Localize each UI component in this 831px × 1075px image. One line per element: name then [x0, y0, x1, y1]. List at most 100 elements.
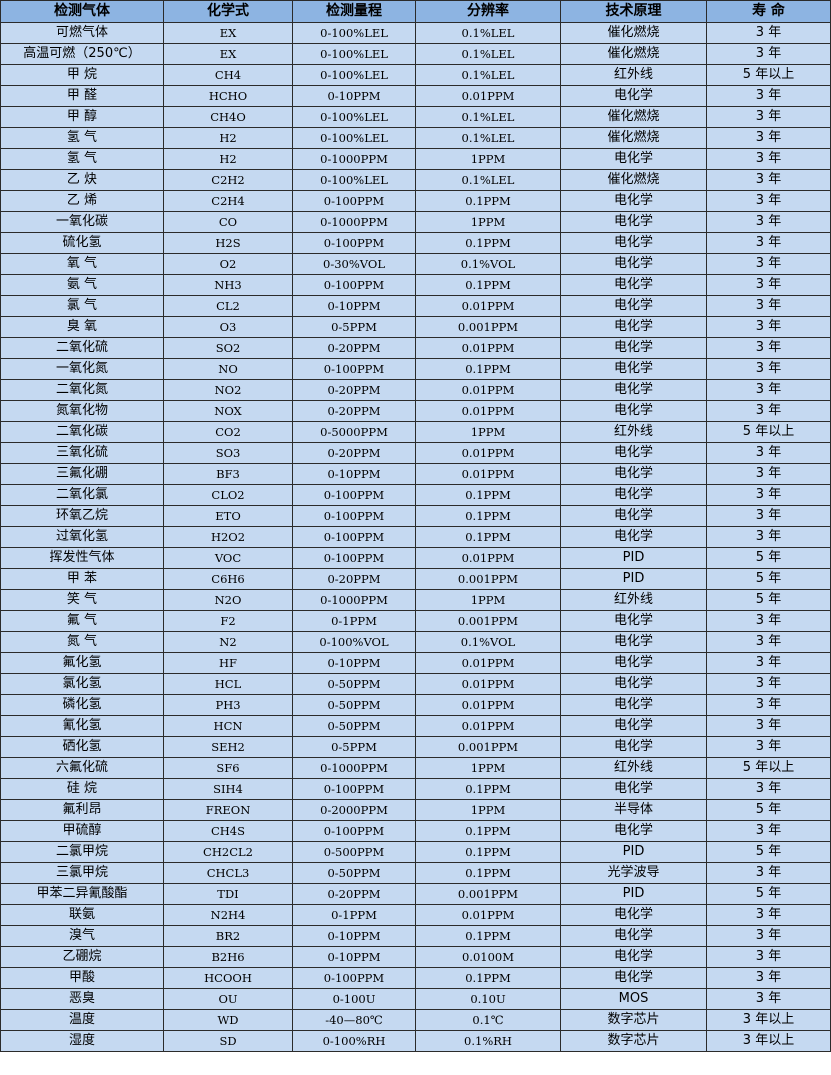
lifespan-cell: 3 年 — [706, 22, 831, 44]
technical-principle-cell: 电化学 — [560, 463, 707, 485]
gas-name-cell: 高温可燃（250℃） — [0, 43, 164, 65]
chemical-formula-cell: C6H6 — [163, 568, 293, 590]
table-row: 温度 WD -40—80℃ 0.1℃ 数字芯片 3 年以上 — [0, 1009, 831, 1031]
header-resolution: 分辨率 — [415, 0, 561, 23]
table-row: 氨 气 NH3 0-100PPM 0.1PPM 电化学 3 年 — [0, 274, 831, 296]
gas-name-cell: 氮氧化物 — [0, 400, 164, 422]
lifespan-cell: 3 年以上 — [706, 1009, 831, 1031]
detection-range-cell: 0-100U — [292, 988, 416, 1010]
resolution-cell: 0.1PPM — [415, 232, 561, 254]
lifespan-cell: 3 年 — [706, 631, 831, 653]
chemical-formula-cell: HCN — [163, 715, 293, 737]
detection-range-cell: 0-1000PPM — [292, 148, 416, 170]
lifespan-cell: 3 年 — [706, 484, 831, 506]
table-row: 氟化氢 HF 0-10PPM 0.01PPM 电化学 3 年 — [0, 652, 831, 674]
gas-name-cell: 二氧化氮 — [0, 379, 164, 401]
technical-principle-cell: 电化学 — [560, 967, 707, 989]
technical-principle-cell: 电化学 — [560, 925, 707, 947]
gas-name-cell: 硫化氢 — [0, 232, 164, 254]
gas-name-cell: 一氧化氮 — [0, 358, 164, 380]
technical-principle-cell: PID — [560, 568, 707, 590]
table-row: 氯化氢 HCL 0-50PPM 0.01PPM 电化学 3 年 — [0, 673, 831, 695]
technical-principle-cell: 电化学 — [560, 610, 707, 632]
resolution-cell: 0.01PPM — [415, 337, 561, 359]
detection-range-cell: 0-20PPM — [292, 379, 416, 401]
table-row: 氧 气 O2 0-30%VOL 0.1%VOL 电化学 3 年 — [0, 253, 831, 275]
technical-principle-cell: 电化学 — [560, 253, 707, 275]
lifespan-cell: 3 年 — [706, 106, 831, 128]
gas-name-cell: 甲苯二异氰酸酯 — [0, 883, 164, 905]
technical-principle-cell: 电化学 — [560, 295, 707, 317]
detection-range-cell: 0-50PPM — [292, 673, 416, 695]
gas-name-cell: 三氟化硼 — [0, 463, 164, 485]
detection-range-cell: 0-1PPM — [292, 904, 416, 926]
resolution-cell: 0.1%LEL — [415, 43, 561, 65]
lifespan-cell: 5 年 — [706, 883, 831, 905]
detection-range-cell: 0-5PPM — [292, 316, 416, 338]
lifespan-cell: 3 年 — [706, 400, 831, 422]
chemical-formula-cell: NO2 — [163, 379, 293, 401]
gas-name-cell: 氯化氢 — [0, 673, 164, 695]
table-row: 乙 炔 C2H2 0-100%LEL 0.1%LEL 催化燃烧 3 年 — [0, 169, 831, 191]
gas-name-cell: 二氧化硫 — [0, 337, 164, 359]
resolution-cell: 0.1%VOL — [415, 631, 561, 653]
chemical-formula-cell: WD — [163, 1009, 293, 1031]
table-row: 氯 气 CL2 0-10PPM 0.01PPM 电化学 3 年 — [0, 295, 831, 317]
resolution-cell: 0.01PPM — [415, 904, 561, 926]
table-row: 硅 烷 SIH4 0-100PPM 0.1PPM 电化学 3 年 — [0, 778, 831, 800]
resolution-cell: 0.1%RH — [415, 1030, 561, 1052]
lifespan-cell: 3 年 — [706, 526, 831, 548]
lifespan-cell: 3 年 — [706, 925, 831, 947]
detection-range-cell: 0-20PPM — [292, 883, 416, 905]
lifespan-cell: 3 年 — [706, 610, 831, 632]
resolution-cell: 0.1%LEL — [415, 106, 561, 128]
lifespan-cell: 3 年 — [706, 358, 831, 380]
technical-principle-cell: 电化学 — [560, 148, 707, 170]
table-row: 恶臭 OU 0-100U 0.10U MOS 3 年 — [0, 988, 831, 1010]
table-row: 甲硫醇 CH4S 0-100PPM 0.1PPM 电化学 3 年 — [0, 820, 831, 842]
lifespan-cell: 3 年 — [706, 337, 831, 359]
detection-range-cell: 0-100%LEL — [292, 43, 416, 65]
chemical-formula-cell: H2S — [163, 232, 293, 254]
technical-principle-cell: 电化学 — [560, 715, 707, 737]
lifespan-cell: 3 年 — [706, 946, 831, 968]
resolution-cell: 0.1PPM — [415, 190, 561, 212]
chemical-formula-cell: FREON — [163, 799, 293, 821]
detection-range-cell: 0-100%LEL — [292, 22, 416, 44]
gas-name-cell: 二氯甲烷 — [0, 841, 164, 863]
chemical-formula-cell: EX — [163, 22, 293, 44]
resolution-cell: 0.01PPM — [415, 463, 561, 485]
resolution-cell: 0.01PPM — [415, 442, 561, 464]
chemical-formula-cell: CH4O — [163, 106, 293, 128]
chemical-formula-cell: TDI — [163, 883, 293, 905]
detection-range-cell: 0-500PPM — [292, 841, 416, 863]
lifespan-cell: 5 年以上 — [706, 757, 831, 779]
detection-range-cell: 0-30%VOL — [292, 253, 416, 275]
detection-range-cell: 0-10PPM — [292, 946, 416, 968]
detection-range-cell: 0-100PPM — [292, 820, 416, 842]
lifespan-cell: 3 年 — [706, 211, 831, 233]
technical-principle-cell: 催化燃烧 — [560, 106, 707, 128]
lifespan-cell: 5 年以上 — [706, 64, 831, 86]
table-row: 甲酸 HCOOH 0-100PPM 0.1PPM 电化学 3 年 — [0, 967, 831, 989]
technical-principle-cell: 电化学 — [560, 505, 707, 527]
resolution-cell: 0.1PPM — [415, 862, 561, 884]
resolution-cell: 1PPM — [415, 757, 561, 779]
chemical-formula-cell: VOC — [163, 547, 293, 569]
technical-principle-cell: 电化学 — [560, 211, 707, 233]
chemical-formula-cell: BF3 — [163, 463, 293, 485]
chemical-formula-cell: ETO — [163, 505, 293, 527]
chemical-formula-cell: O3 — [163, 316, 293, 338]
gas-name-cell: 甲 烷 — [0, 64, 164, 86]
detection-range-cell: 0-5000PPM — [292, 421, 416, 443]
gas-name-cell: 湿度 — [0, 1030, 164, 1052]
resolution-cell: 0.1℃ — [415, 1009, 561, 1031]
lifespan-cell: 3 年 — [706, 736, 831, 758]
detection-range-cell: 0-50PPM — [292, 694, 416, 716]
chemical-formula-cell: PH3 — [163, 694, 293, 716]
chemical-formula-cell: N2O — [163, 589, 293, 611]
detection-range-cell: 0-20PPM — [292, 568, 416, 590]
lifespan-cell: 3 年 — [706, 778, 831, 800]
chemical-formula-cell: HF — [163, 652, 293, 674]
chemical-formula-cell: SF6 — [163, 757, 293, 779]
